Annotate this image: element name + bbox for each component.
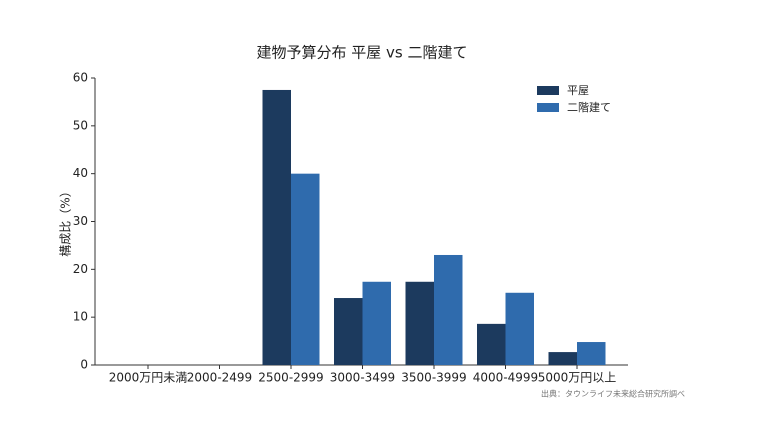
bar (334, 298, 363, 365)
bar (262, 89, 291, 365)
legend-swatch (537, 86, 559, 95)
y-tick-label: 50 (73, 118, 88, 132)
bar (548, 352, 577, 365)
legend-label: 二階建て (567, 100, 611, 114)
legend-swatch (537, 103, 559, 112)
bar (477, 323, 506, 365)
bar (434, 254, 463, 365)
x-tick-label: 3000-3499 (330, 371, 395, 385)
y-axis-label: 構成比（%） (59, 185, 73, 256)
chart-title: 建物予算分布 平屋 vs 二階建て (257, 44, 468, 62)
bar (291, 173, 320, 365)
bar (362, 281, 391, 365)
bar (405, 281, 434, 365)
bar (505, 292, 534, 365)
y-tick-label: 40 (73, 166, 88, 180)
x-tick-label: 3500-3999 (401, 371, 466, 385)
x-tick-label: 2000万円未満 (109, 371, 188, 385)
x-tick-label: 2000-2499 (187, 371, 252, 385)
bar (577, 342, 606, 365)
x-tick-label: 2500-2999 (258, 371, 323, 385)
y-tick-label: 0 (80, 358, 88, 372)
y-tick-label: 20 (73, 262, 88, 276)
y-tick-label: 10 (73, 310, 88, 324)
source-note: 出典：タウンライフ未来総合研究所調べ (541, 389, 685, 399)
legend-label: 平屋 (567, 84, 589, 97)
y-tick-label: 30 (73, 214, 88, 228)
y-tick-label: 60 (73, 71, 88, 85)
x-tick-label: 5000万円以上 (538, 371, 617, 385)
x-tick-label: 4000-4999 (473, 371, 538, 385)
